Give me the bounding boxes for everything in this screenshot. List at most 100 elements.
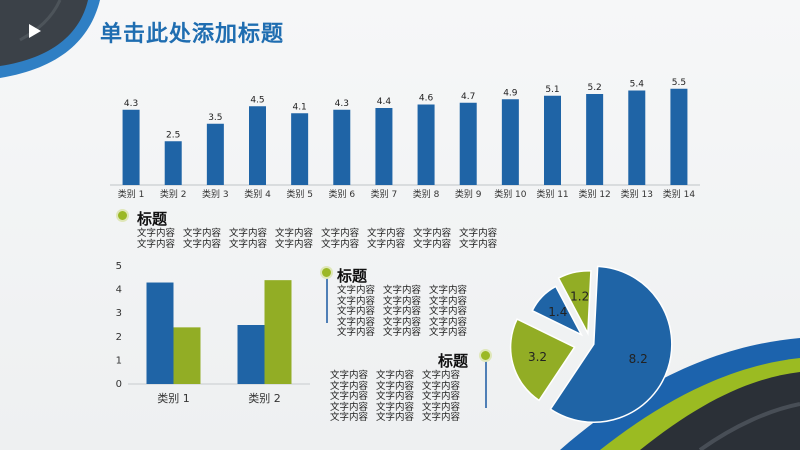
y-tick-label: 4 <box>116 285 122 296</box>
pie-slice <box>509 318 576 402</box>
x-tick-label: 类别 10 <box>494 188 527 200</box>
x-tick-label: 类别 5 <box>286 188 313 200</box>
bar-value-label: 2.5 <box>166 130 180 140</box>
bar-mark <box>586 94 604 185</box>
textbox-3-pin-line <box>485 356 487 408</box>
text-column: 文字内容 文字内容 文字内容 文字内容 文字内容 <box>376 370 415 424</box>
text-line: 文字内容 <box>367 228 406 239</box>
pie-slice <box>531 285 584 337</box>
bar-mark <box>122 109 140 185</box>
text-line: 文字内容 <box>383 316 422 328</box>
bar-chart-categories: 4.3 类别 1 2.5 类别 2 3.5 类别 3 4.5 类别 4 4.1 类别 5 4.3 类别… <box>110 70 700 205</box>
bar-value-label: 4.6 <box>419 94 434 104</box>
text-line: 文字内容 <box>337 306 376 317</box>
textbox-2-pin-icon <box>320 266 333 279</box>
text-line: 文字内容 <box>422 391 461 402</box>
pie-svg: 8.2 3.2 1.41.2 <box>509 265 673 423</box>
bar-value-label: 4.9 <box>503 88 518 98</box>
x-tick-label: 类别 2 <box>160 188 187 200</box>
bar-mark <box>628 90 646 185</box>
y-tick-label: 1 <box>116 355 122 366</box>
text-line: 文字内容 <box>413 238 452 250</box>
text-line: 文字内容 <box>429 285 468 296</box>
text-column: 文字内容 文字内容 文字内容 文字内容 文字内容 <box>337 285 376 339</box>
text-column: 文字内容 文字内容 <box>367 228 406 250</box>
textbox-2-pin-line <box>326 275 328 323</box>
text-column: 文字内容 文字内容 <box>137 228 176 250</box>
textbox-3-heading: 标题 <box>438 352 469 370</box>
text-line: 文字内容 <box>383 327 422 338</box>
bar-value-label: 5.5 <box>672 78 686 88</box>
text-column: 文字内容 文字内容 <box>275 228 314 250</box>
text-column: 文字内容 文字内容 <box>183 228 222 250</box>
y-tick-label: 5 <box>116 261 122 272</box>
y-tick-label: 0 <box>116 379 122 390</box>
text-column: 文字内容 文字内容 文字内容 文字内容 文字内容 <box>429 285 468 339</box>
text-line: 文字内容 <box>429 316 468 328</box>
bar-mark <box>333 109 351 185</box>
text-column: 文字内容 文字内容 文字内容 文字内容 文字内容 <box>422 370 461 424</box>
pie-value-label: 8.2 <box>629 352 648 366</box>
bar-mark <box>544 95 561 185</box>
text-line: 文字内容 <box>337 327 376 338</box>
text-line: 文字内容 <box>183 228 222 239</box>
x-tick-label: 类别 1 <box>157 391 190 405</box>
text-line: 文字内容 <box>383 295 422 307</box>
textbox-3: 标题 文字内容 文字内容 文字内容 文字内容 文字内容 文字内容 文字内容 文字内容 文字内容文… <box>330 350 468 424</box>
text-line: 文字内容 <box>321 228 360 239</box>
bar-mark <box>206 123 224 185</box>
bar-value-label: 4.5 <box>250 95 264 105</box>
text-line: 文字内容 <box>422 401 461 413</box>
y-tick-label: 3 <box>116 308 122 319</box>
text-line: 文字内容 <box>429 295 468 307</box>
text-line: 文字内容 <box>337 316 376 328</box>
play-icon[interactable] <box>26 22 44 40</box>
text-line: 文字内容 <box>422 380 461 392</box>
text-line: 文字内容 <box>376 370 415 381</box>
text-line: 文字内容 <box>137 228 176 239</box>
text-line: 文字内容 <box>330 412 369 423</box>
textbox-1-pin-icon <box>116 209 129 222</box>
text-line: 文字内容 <box>183 238 222 250</box>
x-tick-label: 类别 1 <box>118 188 145 200</box>
text-column: 文字内容 文字内容 <box>229 228 268 250</box>
x-tick-label: 类别 13 <box>621 188 653 200</box>
text-line: 文字内容 <box>275 228 314 239</box>
bar-value-label: 5.2 <box>587 83 601 93</box>
bar-mark <box>670 88 688 185</box>
text-line: 文字内容 <box>383 285 422 296</box>
pie-value-label: 1.2 <box>570 290 589 304</box>
bar-value-label: 4.1 <box>292 102 306 112</box>
bar-mark <box>501 99 519 185</box>
x-tick-label: 类别 6 <box>328 188 355 200</box>
bar-mark <box>264 280 292 384</box>
text-line: 文字内容 <box>429 327 468 338</box>
text-line: 文字内容 <box>229 238 268 250</box>
bar-mark <box>291 113 309 185</box>
bar-value-label: 3.5 <box>208 113 222 123</box>
text-column: 文字内容 文字内容 <box>321 228 360 250</box>
x-tick-label: 类别 2 <box>248 391 281 405</box>
textbox-2: 标题 文字内容 文字内容 文字内容 文字内容 文字内容 文字内容 文字内容 文字内容 文字内容文… <box>337 265 467 339</box>
bar-value-label: 4.4 <box>377 97 392 107</box>
bar-chart-14-svg: 4.3 类别 1 2.5 类别 2 3.5 类别 3 4.5 类别 4 4.1 类别 5 4.3 类别… <box>110 78 700 200</box>
text-line: 文字内容 <box>459 238 498 250</box>
pie-slice <box>557 270 592 336</box>
bar-value-label: 5.4 <box>630 80 645 90</box>
text-line: 文字内容 <box>429 306 468 317</box>
textbox-2-heading: 标题 <box>337 267 368 285</box>
bar-mark <box>459 102 477 185</box>
textbox-1: 标题 文字内容 文字内容 文字内容 文字内容 文字内容 文字内容 文字内容 文字内容 文字内容文… <box>137 208 497 250</box>
text-line: 文字内容 <box>330 380 369 392</box>
text-line: 文字内容 <box>376 401 415 413</box>
slide-title[interactable]: 单击此处添加标题 <box>100 22 285 47</box>
text-column: 文字内容 文字内容 <box>459 228 498 250</box>
text-line: 文字内容 <box>422 370 461 381</box>
pie-chart: 8.2 3.2 1.4 1.2 <box>505 255 680 425</box>
text-line: 文字内容 <box>367 238 406 250</box>
text-line: 文字内容 <box>337 295 376 307</box>
text-column: 文字内容 文字内容 文字内容 文字内容 文字内容 <box>383 285 422 339</box>
y-tick-label: 2 <box>116 332 122 343</box>
pie-value-label: 1.4 <box>548 305 567 319</box>
text-line: 文字内容 <box>330 370 369 381</box>
